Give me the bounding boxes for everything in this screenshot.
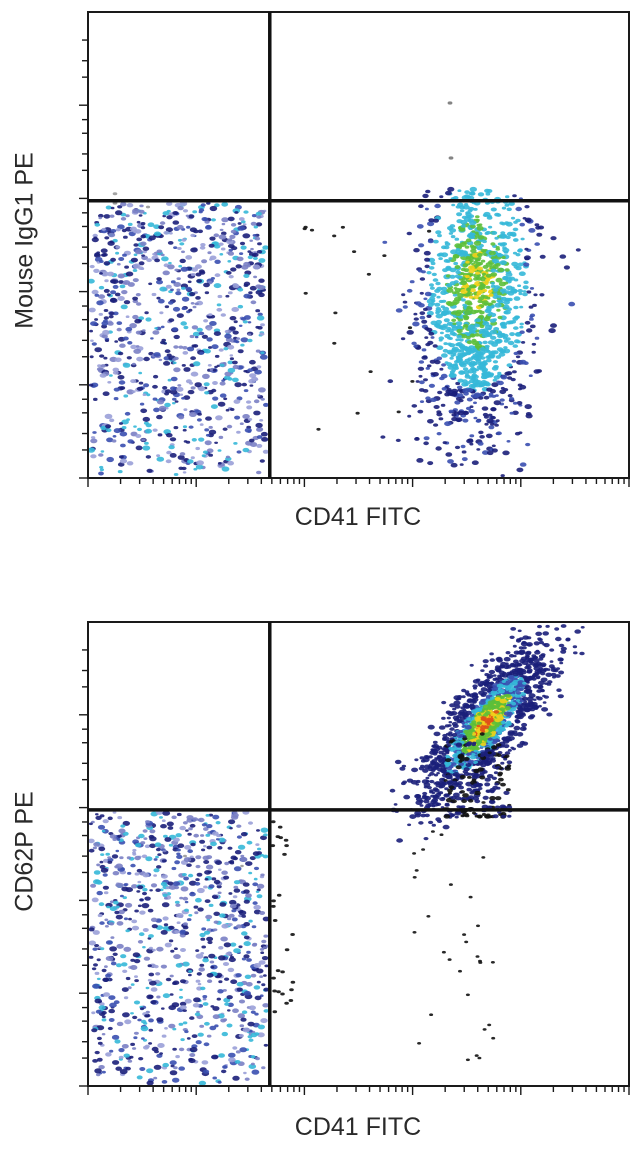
density-dots [87, 624, 585, 1086]
y-axis-label-bottom: CD62P PE [10, 791, 39, 912]
x-axis-label-top: CD41 FITC [294, 503, 422, 531]
dot-plot-top [79, 11, 630, 487]
x-axis-ticks [87, 1086, 630, 1095]
plot-frame [87, 11, 630, 479]
x-axis-label-bottom: CD41 FITC [294, 1113, 422, 1141]
y-axis-ticks [79, 39, 88, 479]
plot-panel-top: Mouse IgG1 PE CD41 FITC [0, 0, 641, 576]
y-axis-ticks [79, 649, 88, 1087]
density-dots [87, 101, 581, 478]
plot-frame [87, 621, 630, 1087]
x-axis-ticks [87, 478, 630, 487]
